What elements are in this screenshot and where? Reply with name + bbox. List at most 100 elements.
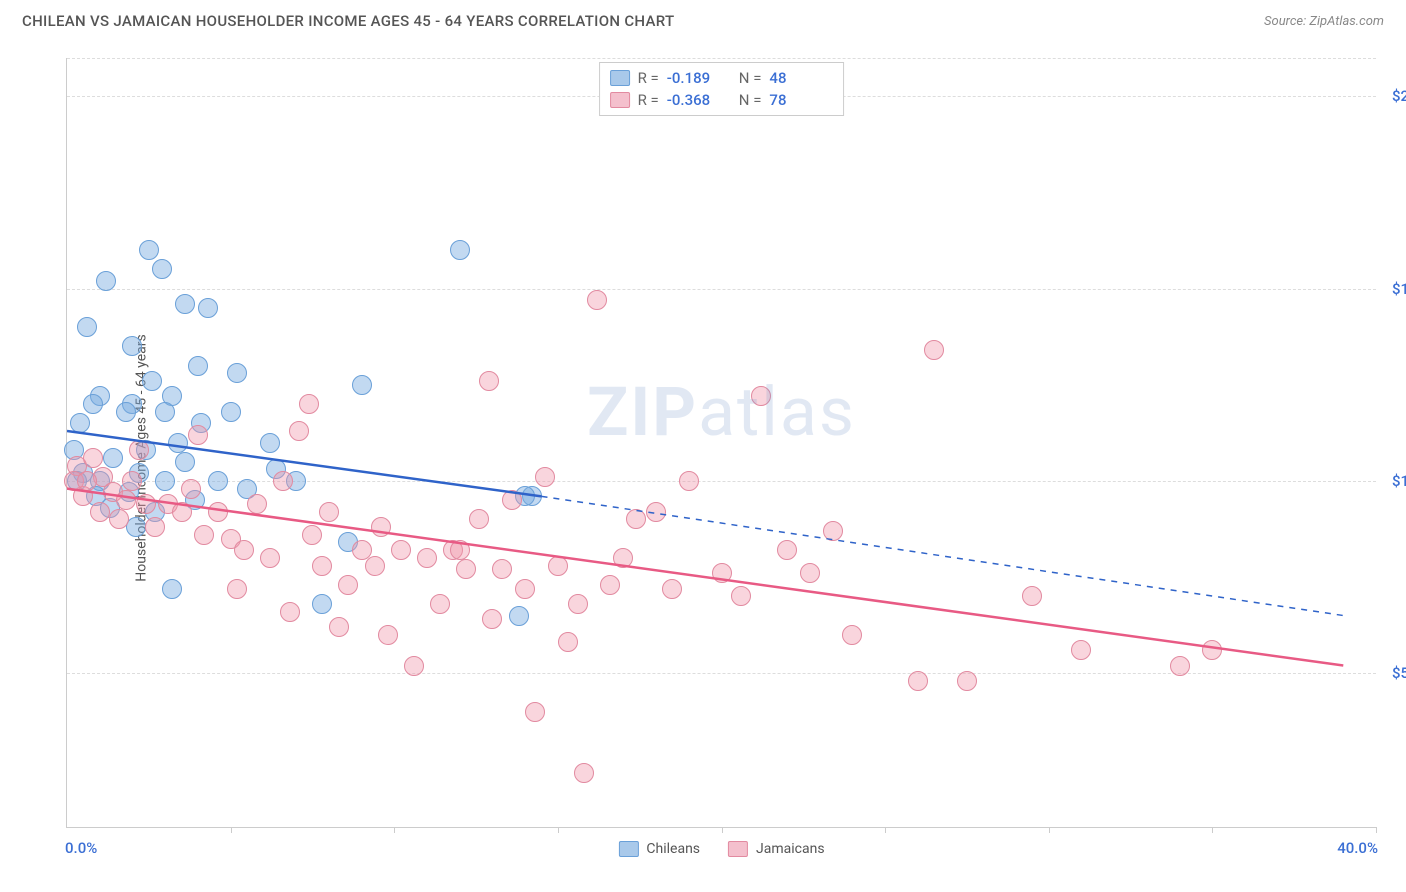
x-axis-min-label: 0.0%: [65, 839, 97, 857]
data-point: [391, 540, 411, 560]
data-point: [352, 375, 372, 395]
source-attribution: Source: ZipAtlas.com: [1264, 14, 1384, 29]
data-point: [122, 336, 142, 356]
swatch-chileans-icon: [610, 70, 630, 86]
stats-row-chileans: R = -0.189 N = 48: [610, 67, 834, 89]
data-point: [247, 494, 267, 514]
legend-item-chileans: Chileans: [618, 841, 700, 857]
scatter-points: [67, 58, 1376, 827]
data-point: [194, 525, 214, 545]
data-point: [600, 575, 620, 595]
x-axis-max-label: 40.0%: [1337, 839, 1378, 857]
data-point: [152, 259, 172, 279]
data-point: [378, 625, 398, 645]
data-point: [168, 433, 188, 453]
data-point: [273, 471, 293, 491]
data-point: [430, 594, 450, 614]
data-point: [312, 556, 332, 576]
n-label: N =: [739, 69, 762, 87]
data-point: [319, 502, 339, 522]
data-point: [662, 579, 682, 599]
data-point: [679, 471, 699, 491]
data-point: [227, 363, 247, 383]
data-point: [129, 440, 149, 460]
data-point: [1170, 656, 1190, 676]
data-point: [208, 471, 228, 491]
data-point: [155, 471, 175, 491]
data-point: [208, 502, 228, 522]
y-tick-label: $150,000: [1380, 280, 1406, 298]
data-point: [823, 521, 843, 541]
swatch-jamaicans-icon: [610, 92, 630, 108]
chart-title: CHILEAN VS JAMAICAN HOUSEHOLDER INCOME A…: [22, 12, 674, 30]
data-point: [626, 509, 646, 529]
data-point: [509, 606, 529, 626]
data-point: [234, 540, 254, 560]
legend-item-jamaicans: Jamaicans: [728, 841, 825, 857]
legend-swatch-chileans-icon: [618, 841, 638, 857]
data-point: [482, 609, 502, 629]
data-point: [77, 471, 97, 491]
data-point: [365, 556, 385, 576]
data-point: [751, 386, 771, 406]
legend-swatch-jamaicans-icon: [728, 841, 748, 857]
data-point: [172, 502, 192, 522]
data-point: [162, 579, 182, 599]
data-point: [83, 448, 103, 468]
data-point: [70, 413, 90, 433]
stats-row-jamaicans: R = -0.368 N = 78: [610, 89, 834, 111]
n-value-jamaicans: 78: [769, 91, 833, 109]
chart-header: CHILEAN VS JAMAICAN HOUSEHOLDER INCOME A…: [0, 0, 1406, 38]
data-point: [1022, 586, 1042, 606]
data-point: [122, 471, 142, 491]
data-point: [181, 479, 201, 499]
data-point: [145, 517, 165, 537]
data-point: [109, 509, 129, 529]
data-point: [103, 448, 123, 468]
data-point: [842, 625, 862, 645]
data-point: [525, 702, 545, 722]
data-point: [175, 294, 195, 314]
data-point: [289, 421, 309, 441]
data-point: [302, 525, 322, 545]
n-value-chileans: 48: [769, 69, 833, 87]
data-point: [957, 671, 977, 691]
data-point: [1071, 640, 1091, 660]
data-point: [260, 433, 280, 453]
data-point: [450, 240, 470, 260]
n-label: N =: [739, 91, 762, 109]
data-point: [469, 509, 489, 529]
data-point: [139, 240, 159, 260]
data-point: [535, 467, 555, 487]
legend-label-chileans: Chileans: [646, 841, 700, 857]
data-point: [492, 559, 512, 579]
data-point: [198, 298, 218, 318]
data-point: [96, 271, 116, 291]
data-point: [280, 602, 300, 622]
data-point: [221, 402, 241, 422]
data-point: [456, 559, 476, 579]
data-point: [502, 490, 522, 510]
data-point: [1202, 640, 1222, 660]
data-point: [175, 452, 195, 472]
data-point: [312, 594, 332, 614]
data-point: [800, 563, 820, 583]
legend-label-jamaicans: Jamaicans: [756, 841, 825, 857]
data-point: [515, 579, 535, 599]
data-point: [417, 548, 437, 568]
data-point: [116, 402, 136, 422]
r-label: R =: [638, 69, 659, 87]
data-point: [731, 586, 751, 606]
r-value-chileans: -0.189: [667, 69, 731, 87]
data-point: [479, 371, 499, 391]
data-point: [116, 490, 136, 510]
data-point: [613, 548, 633, 568]
data-point: [83, 394, 103, 414]
data-point: [338, 575, 358, 595]
r-value-jamaicans: -0.368: [667, 91, 731, 109]
data-point: [646, 502, 666, 522]
y-tick-label: $100,000: [1380, 472, 1406, 490]
r-label: R =: [638, 91, 659, 109]
data-point: [90, 502, 110, 522]
data-point: [136, 494, 156, 514]
